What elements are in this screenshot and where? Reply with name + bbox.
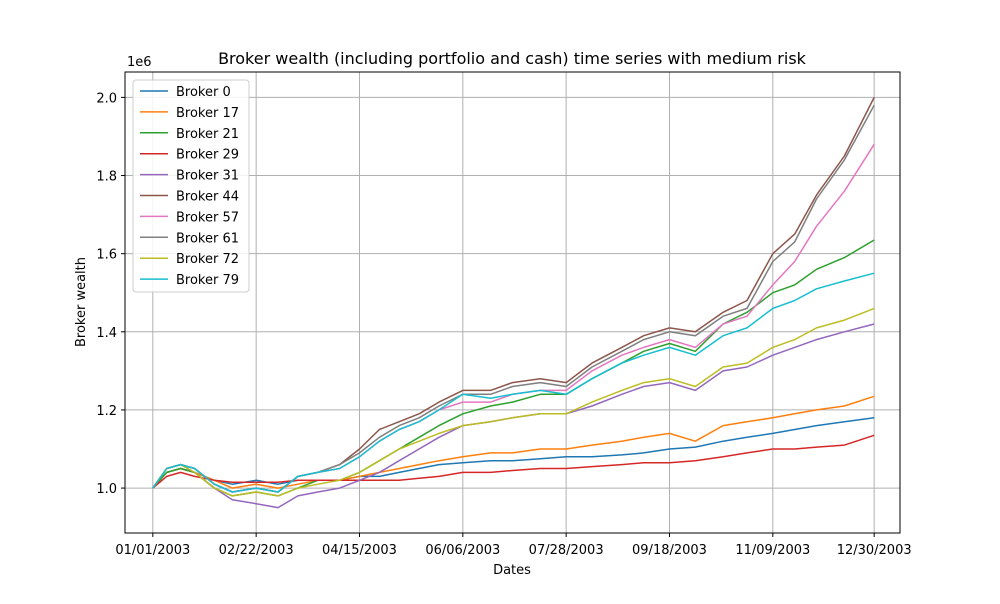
- legend: Broker 0 Broker 17 Broker 21 Broker 29 Broke…: [132, 79, 250, 293]
- series-line: [152, 272, 875, 493]
- legend-label: Broker 72: [176, 252, 239, 267]
- series-lines: [152, 97, 875, 509]
- y-tick-label: 2.0: [96, 91, 117, 106]
- y-tick-label: 1.0: [96, 482, 117, 497]
- chart-title: Broker wealth (including portfolio and c…: [218, 49, 807, 68]
- y-axis-offset-label: 1e6: [127, 55, 152, 70]
- legend-label: Broker 57: [176, 210, 239, 225]
- y-tick-label: 1.8: [96, 170, 117, 185]
- legend-label: Broker 79: [176, 273, 239, 288]
- legend-label: Broker 31: [176, 169, 239, 184]
- y-axis-label: Broker wealth: [74, 257, 89, 347]
- y-tick-label: 1.4: [96, 326, 117, 341]
- x-tick-label: 04/15/2003: [322, 543, 397, 558]
- x-tick-label: 07/28/2003: [529, 543, 604, 558]
- y-axis-ticks: 1.0 1.2 1.4 1.6 1.8 2.0: [96, 91, 125, 497]
- x-tick-label: 02/22/2003: [219, 543, 294, 558]
- x-tick-label: 12/30/2003: [837, 543, 912, 558]
- x-tick-label: 06/06/2003: [425, 543, 500, 558]
- x-tick-label: 09/18/2003: [632, 543, 707, 558]
- plot-frame: [124, 71, 901, 534]
- legend-label: Broker 44: [176, 190, 239, 205]
- x-tick-label: 11/09/2003: [735, 543, 810, 558]
- series-line: [152, 307, 875, 497]
- legend-label: Broker 61: [176, 231, 239, 246]
- y-tick-label: 1.6: [96, 248, 117, 263]
- series-line: [152, 395, 875, 489]
- series-line: [152, 434, 875, 489]
- x-axis-ticks: 01/01/2003 02/22/2003 04/15/2003 06/06/2003…: [115, 533, 912, 558]
- x-tick-label: 01/01/2003: [115, 543, 190, 558]
- y-tick-label: 1.2: [96, 404, 117, 419]
- legend-label: Broker 0: [176, 85, 231, 100]
- legend-label: Broker 29: [176, 148, 239, 163]
- x-axis-label: Dates: [493, 563, 531, 578]
- legend-label: Broker 17: [176, 106, 239, 121]
- legend-label: Broker 21: [176, 127, 239, 142]
